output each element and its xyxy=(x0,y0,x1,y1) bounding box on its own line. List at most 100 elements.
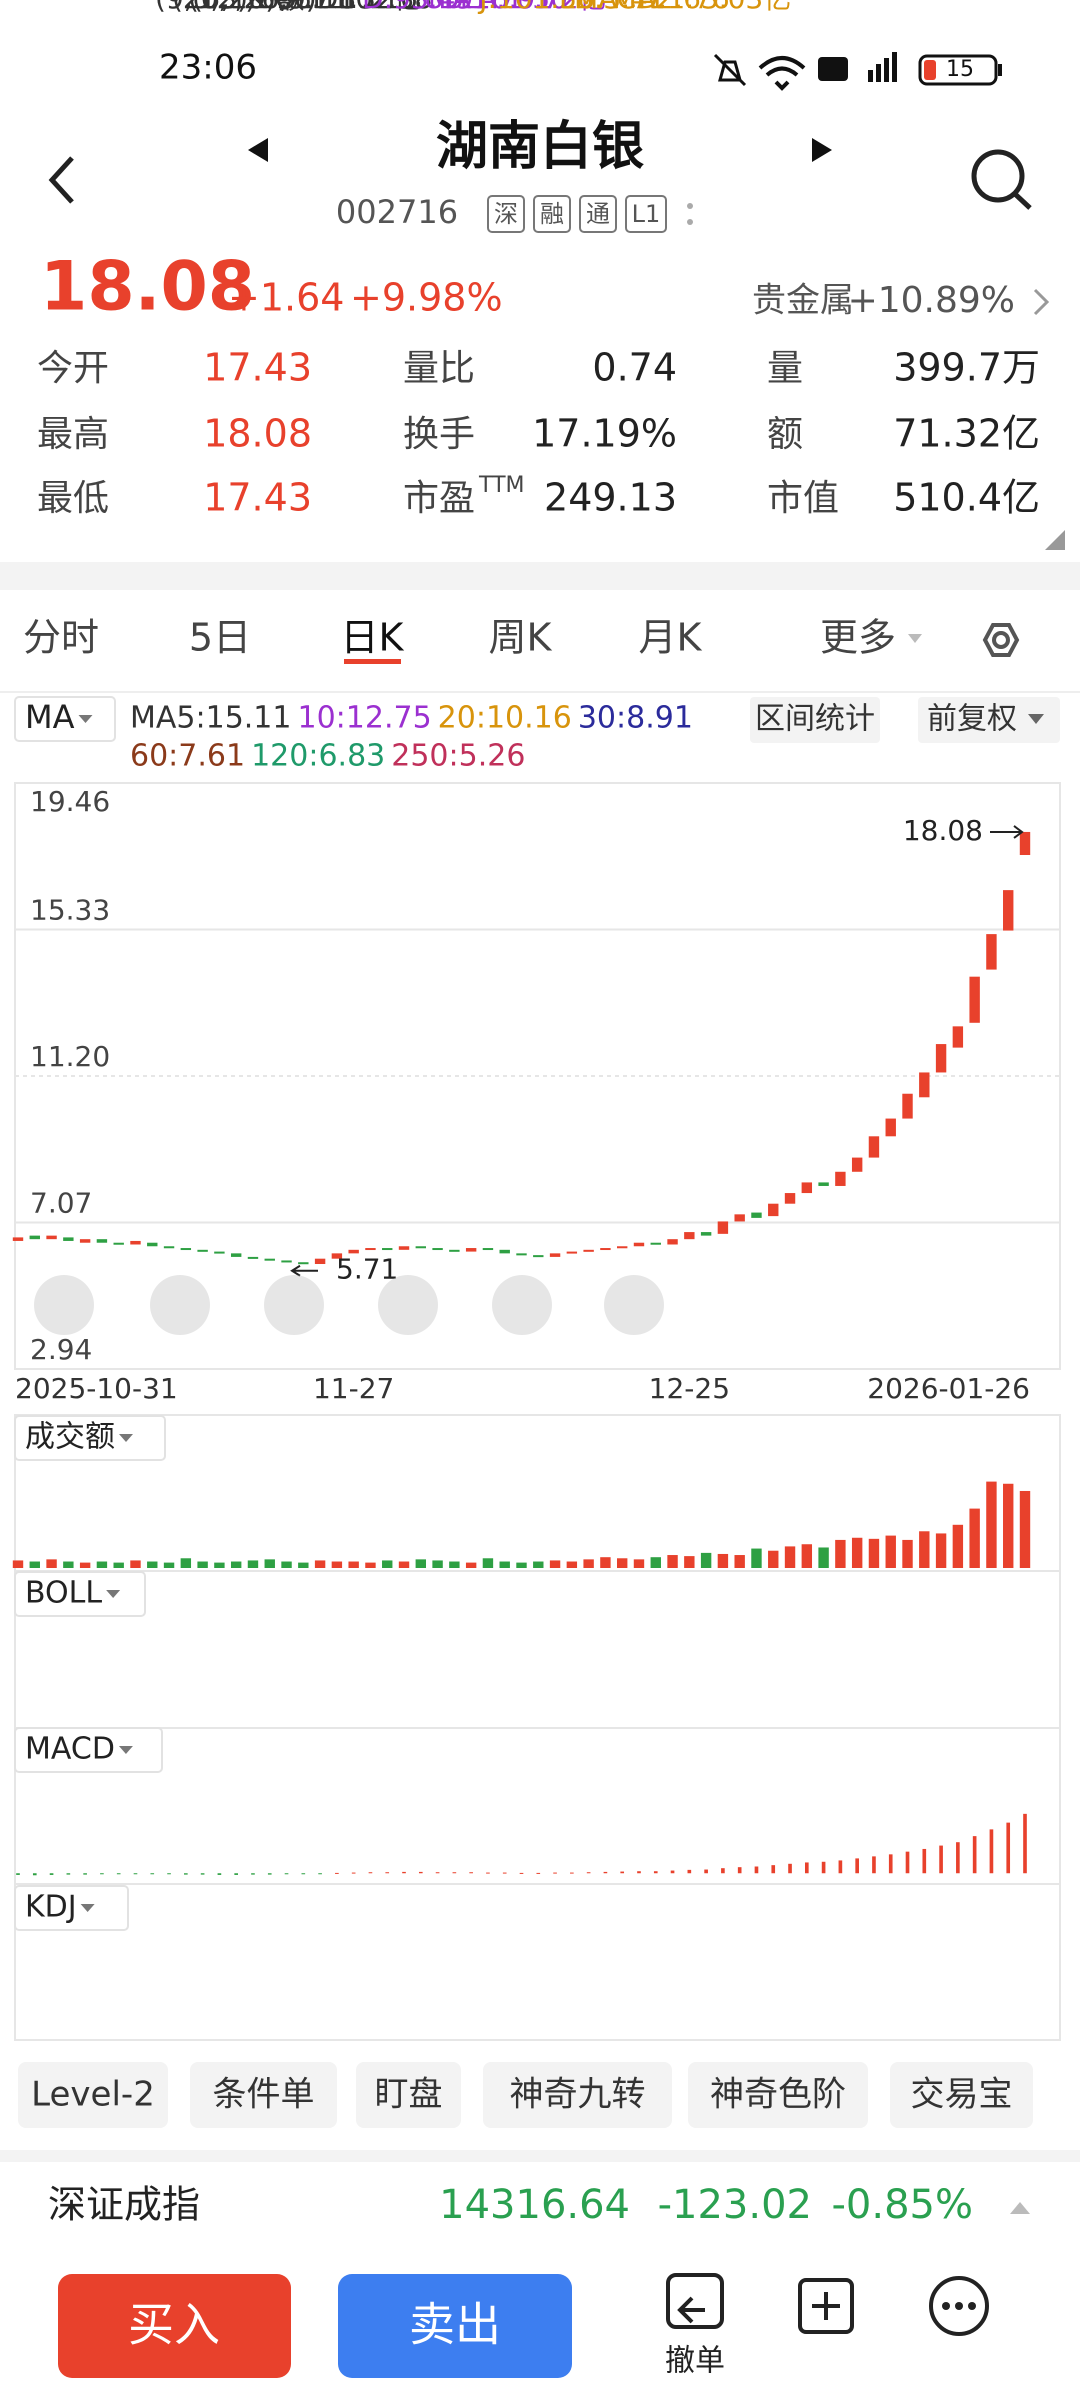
macd-bar xyxy=(519,1872,524,1874)
chart-nav-button[interactable] xyxy=(492,1275,552,1335)
sell-button[interactable] xyxy=(338,2274,572,2378)
tool-label[interactable]: 神奇色阶 xyxy=(710,2075,846,2115)
tool-label[interactable]: 条件单 xyxy=(213,2075,315,2115)
stat-label: 市值 xyxy=(767,478,839,519)
settings-button[interactable] xyxy=(982,623,1020,657)
search-button[interactable] xyxy=(971,149,1032,210)
indicator-name[interactable]: MACD xyxy=(25,1732,115,1767)
candle-body xyxy=(784,1193,796,1204)
chart-nav-button[interactable] xyxy=(264,1275,324,1335)
back-button[interactable] xyxy=(48,156,74,204)
indicator-name[interactable]: KDJ xyxy=(25,1890,77,1925)
legend-entry: J:101.56 xyxy=(477,0,595,15)
tab[interactable]: 周K xyxy=(489,616,553,660)
candle-body xyxy=(919,1072,930,1098)
tool-button[interactable] xyxy=(18,2062,168,2128)
tool-label[interactable]: 交易宝 xyxy=(911,2075,1013,2115)
indicator-name[interactable]: MA xyxy=(25,698,75,736)
volume-bar xyxy=(180,1558,192,1568)
indicator-selector[interactable] xyxy=(14,1727,163,1773)
add-button[interactable] xyxy=(798,2278,854,2334)
indicator-name[interactable]: BOLL xyxy=(25,1576,102,1611)
volume-bar xyxy=(298,1562,309,1568)
next-stock[interactable] xyxy=(812,138,832,162)
max-price-label: 18.08 xyxy=(903,814,983,847)
macd-bar xyxy=(687,1869,692,1874)
tool-button[interactable] xyxy=(356,2062,461,2128)
chart-button[interactable] xyxy=(750,697,880,743)
chart-button[interactable] xyxy=(918,697,1060,743)
candle-body xyxy=(180,1248,192,1251)
legend-entry: 10:12.75 xyxy=(297,701,431,736)
candle-body xyxy=(230,1253,242,1257)
chart-nav-button[interactable] xyxy=(604,1275,664,1335)
volume-bar xyxy=(314,1560,326,1568)
expand-corner[interactable] xyxy=(1045,530,1065,550)
macd-bar xyxy=(234,1873,239,1875)
settings-hole xyxy=(992,631,1010,649)
stat-value: 17.43 xyxy=(203,476,312,520)
sector-change[interactable]: +10.89% xyxy=(848,280,1015,321)
tool-label[interactable]: 盯盘 xyxy=(375,2075,443,2115)
tool-label[interactable]: Level-2 xyxy=(31,2075,155,2115)
tab[interactable]: 分时 xyxy=(23,616,99,660)
volume-bar xyxy=(1019,1490,1031,1568)
tab[interactable]: 月K xyxy=(639,616,703,660)
volume-bar xyxy=(868,1538,880,1568)
candle-body xyxy=(751,1212,762,1218)
macd-bar xyxy=(754,1866,759,1874)
index-name[interactable]: 深证成指 xyxy=(48,2183,200,2227)
chart-nav-button[interactable] xyxy=(34,1275,94,1335)
x-tick-label: 12-25 xyxy=(649,1372,730,1405)
volume-bar xyxy=(952,1524,964,1568)
buy-button[interactable] xyxy=(58,2274,291,2378)
indicator-selector[interactable] xyxy=(14,1571,146,1617)
macd-bar xyxy=(838,1860,843,1874)
volume-bar xyxy=(264,1559,275,1568)
candle-body xyxy=(952,1026,964,1048)
tool-button[interactable] xyxy=(688,2062,868,2128)
chart-button-label[interactable]: 区间统计 xyxy=(755,702,875,737)
legend-entry: (20,2)BOLL:10.16 xyxy=(172,0,418,15)
macd-bar xyxy=(804,1862,809,1874)
expand-index[interactable] xyxy=(1010,2202,1030,2214)
tool-button[interactable] xyxy=(890,2062,1033,2128)
indicator-selector[interactable] xyxy=(14,1415,166,1461)
prev-stock[interactable] xyxy=(248,138,268,162)
dropdown-arrow xyxy=(118,1746,133,1754)
candle-body xyxy=(969,976,980,1023)
sell-label[interactable]: 卖出 xyxy=(409,2298,501,2352)
tab[interactable]: 日K xyxy=(341,616,405,660)
volume-bar xyxy=(29,1561,40,1568)
legend-entry: MA2:63.03亿 xyxy=(613,0,792,15)
chart-button-label[interactable]: 前复权 xyxy=(927,702,1017,737)
indicator-name[interactable]: 成交额 xyxy=(25,1420,115,1455)
candle-body xyxy=(851,1157,863,1172)
tab[interactable]: 5日 xyxy=(189,616,251,660)
tool-button[interactable] xyxy=(483,2062,672,2128)
chart-nav-button[interactable] xyxy=(150,1275,210,1335)
volume-bar xyxy=(969,1508,980,1568)
volume-bar xyxy=(583,1559,594,1568)
indicator-selector[interactable] xyxy=(14,696,116,742)
tab[interactable]: 更多 xyxy=(820,616,896,660)
candle-body xyxy=(298,1262,309,1265)
tool-label[interactable]: 神奇九转 xyxy=(510,2075,646,2115)
macd-bar xyxy=(788,1863,792,1874)
cancel-button[interactable] xyxy=(666,2273,724,2329)
macd-bar xyxy=(100,1873,104,1875)
volume-bar xyxy=(348,1561,359,1568)
macd-bar xyxy=(905,1851,910,1874)
cancel-label[interactable]: 撤单 xyxy=(665,2344,725,2379)
volume-bar xyxy=(600,1557,611,1568)
chart-nav-button[interactable] xyxy=(378,1275,438,1335)
indicator-selector[interactable] xyxy=(14,1885,129,1931)
volume-bar xyxy=(667,1555,678,1568)
status-icons xyxy=(713,52,1002,91)
sector-name[interactable]: 贵金属 xyxy=(752,281,854,321)
macd-bar xyxy=(335,1872,339,1874)
volume-bar xyxy=(533,1561,544,1568)
buy-label[interactable]: 买入 xyxy=(128,2298,220,2352)
tool-button[interactable] xyxy=(190,2062,337,2128)
more-button[interactable] xyxy=(929,2276,989,2336)
